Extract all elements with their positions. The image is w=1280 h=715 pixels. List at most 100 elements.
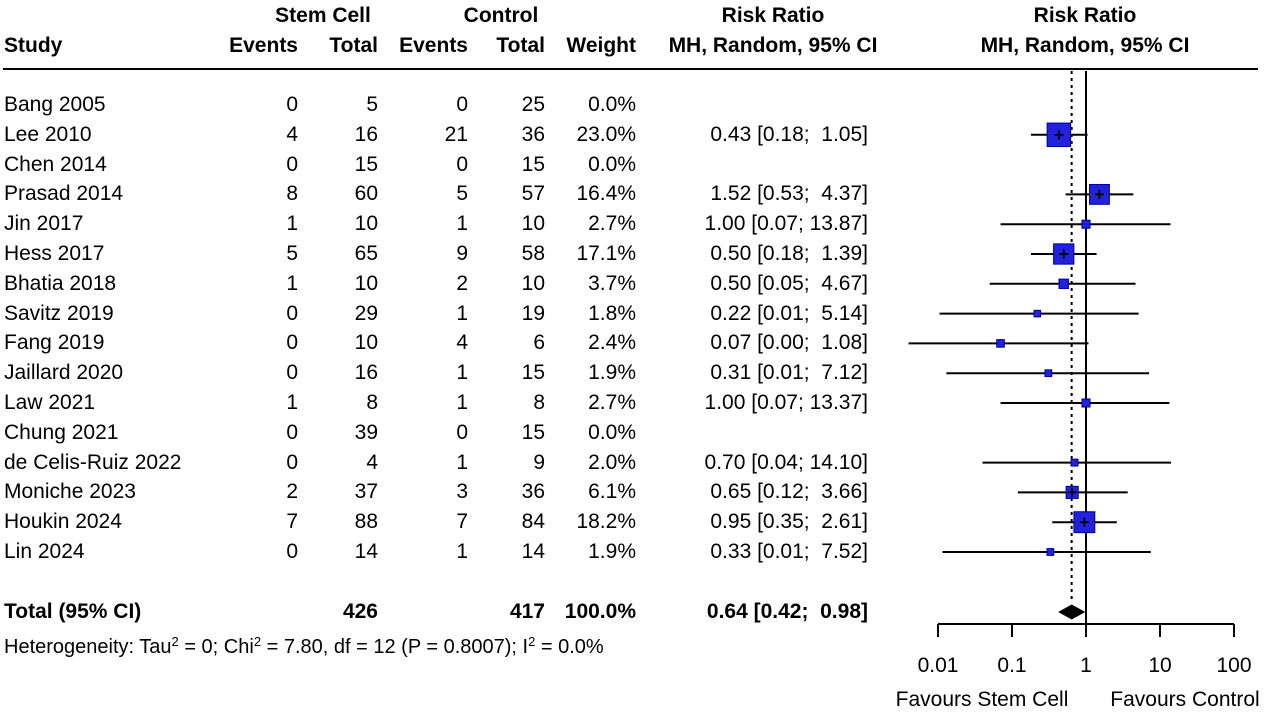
study-row: Savitz 2019 0 29 1 19 1.8% 0.22 [0.01; 5.14] [0, 300, 1280, 328]
group-header-risk-ratio-text: Risk Ratio [721, 4, 825, 27]
study-name-cell: Jaillard 2020 [4, 361, 124, 385]
total-ctrl-cell: 36 [521, 122, 545, 146]
events-ctrl-cell: 21 [444, 122, 468, 146]
study-name-cell: Chen 2014 [4, 152, 107, 176]
events-stem-cell: 0 [286, 450, 298, 474]
events-ctrl-cell: 1 [456, 391, 468, 414]
events-ctrl-cell: 7 [456, 510, 468, 534]
events-stem-cell: 0 [286, 301, 298, 325]
ci-text-cell: 0.95 [0.35; 2.61] [710, 510, 868, 534]
study-row: Houkin 2024 7 88 7 84 18.2% 0.95 [0.35; 2.61] [0, 508, 1280, 536]
weight-cell: 23.0% [576, 122, 636, 146]
weight-cell: 1.9% [588, 361, 636, 385]
superscript: 2 [253, 634, 262, 649]
total-ctrl-cell: 84 [521, 510, 545, 534]
x-tick-label: 100 [1216, 654, 1252, 677]
events-stem-cell: 2 [286, 480, 298, 504]
events-ctrl-cell: 5 [456, 182, 468, 206]
ci-text-cell: 0.65 [0.12; 3.66] [710, 480, 868, 504]
study-name-cell: de Celis-Ruiz 2022 [4, 450, 182, 474]
total-ctrl-cell: 14 [521, 540, 545, 563]
events-stem-cell: 1 [286, 271, 298, 295]
total-ctrl-cell: 58 [521, 242, 545, 265]
study-name-cell: Bhatia 2018 [4, 271, 117, 295]
total-ctrl-cell: 10 [521, 271, 545, 295]
study-name-cell: Chung 2021 [4, 420, 119, 444]
events-ctrl-cell: 1 [456, 450, 468, 474]
total-ctrl-cell: 8 [533, 391, 545, 414]
study-name-cell: Law 2021 [4, 391, 96, 414]
study-name-cell: Houkin 2024 [4, 510, 122, 534]
events-ctrl-cell: 3 [456, 480, 468, 504]
heterogeneity-text: = 0; Chi [178, 636, 254, 658]
study-row: Hess 2017 5 65 9 58 17.1% 0.50 [0.18; 1.39] [0, 240, 1280, 268]
weight-cell: 2.7% [588, 391, 636, 414]
events-stem-cell: 8 [286, 182, 298, 206]
ci-text-cell: 0.50 [0.05; 4.67] [710, 271, 868, 295]
group-header-stem-cell: Stem Cell [275, 4, 371, 27]
weight-cell: 3.7% [588, 271, 636, 295]
total-stem-cell: 8 [366, 391, 378, 414]
weight-cell: 18.2% [576, 510, 636, 534]
study-name-cell: Fang 2019 [4, 331, 105, 355]
ci-text-cell: 0.43 [0.18; 1.05] [710, 122, 868, 146]
x-tick-label: 0.1 [997, 654, 1027, 677]
weight-cell: 17.1% [576, 242, 636, 265]
total-ctrl-cell: 57 [521, 182, 545, 206]
events-stem-cell: 4 [286, 122, 298, 146]
heterogeneity-stats: Heterogeneity: Tau2 = 0; Chi2 = 7.80, df… [4, 633, 604, 661]
total-ctrl-cell: 15 [521, 420, 545, 444]
weight-cell: 0.0% [588, 93, 636, 116]
total-stem-cell: 65 [354, 242, 378, 265]
total-stem-cell: 39 [354, 420, 378, 444]
total-stem-cell: 14 [354, 540, 378, 563]
events-stem-cell: 0 [286, 420, 298, 444]
x-tick-label: 10 [1148, 654, 1172, 677]
ci-text-cell: 1.00 [0.07; 13.37] [704, 391, 868, 414]
study-row: Lin 2024 0 14 1 14 1.9% 0.33 [0.01; 7.52] [0, 538, 1280, 566]
study-row: Jin 2017 1 10 1 10 2.7% 1.00 [0.07; 13.87] [0, 210, 1280, 238]
total-ctrl-n: 417 [509, 600, 545, 623]
events-ctrl-cell: 1 [456, 301, 468, 325]
weight-cell: 0.0% [588, 420, 636, 444]
weight-cell: 1.8% [588, 301, 636, 325]
weight-cell: 6.1% [588, 480, 636, 504]
total-stem-cell: 37 [354, 480, 378, 504]
total-stem-cell: 60 [354, 182, 378, 206]
total-stem-cell: 16 [354, 122, 378, 146]
ci-text-cell: 1.00 [0.07; 13.87] [704, 212, 868, 236]
events-stem-cell: 1 [286, 391, 298, 414]
total-stem-cell: 15 [354, 152, 378, 176]
study-name-cell: Prasad 2014 [4, 182, 124, 206]
total-ci-text: 0.64 [0.42; 0.98] [706, 600, 868, 623]
col-header-study: Study [4, 34, 63, 57]
total-stem-cell: 29 [354, 301, 378, 325]
study-row: Chung 2021 0 39 0 15 0.0% [0, 419, 1280, 447]
study-name-cell: Savitz 2019 [4, 301, 114, 325]
total-ctrl-cell: 19 [521, 301, 545, 325]
superscript: 2 [528, 634, 536, 649]
total-ctrl-cell: 15 [521, 152, 545, 176]
study-name-cell: Moniche 2023 [4, 480, 136, 504]
study-row: Bhatia 2018 1 10 2 10 3.7% 0.50 [0.05; 4.67] [0, 270, 1280, 298]
events-stem-cell: 0 [286, 331, 298, 355]
ci-text-cell: 0.22 [0.01; 5.14] [710, 301, 868, 325]
ci-text-cell: 1.52 [0.53; 4.37] [710, 182, 868, 206]
weight-cell: 0.0% [588, 152, 636, 176]
events-ctrl-cell: 1 [456, 540, 468, 563]
ci-text-cell: 0.07 [0.00; 1.08] [710, 331, 868, 355]
weight-cell: 2.4% [588, 331, 636, 355]
study-row: de Celis-Ruiz 2022 0 4 1 9 2.0% 0.70 [0.04; 14… [0, 449, 1280, 477]
col-header-events-ctrl: Events [399, 34, 468, 57]
ci-text-cell: 0.70 [0.04; 14.10] [704, 450, 868, 474]
events-stem-cell: 1 [286, 212, 298, 236]
study-name-cell: Lin 2024 [4, 540, 85, 563]
group-header-control: Control [463, 4, 539, 27]
col-header-ci-plot: MH, Random, 95% CI [980, 34, 1190, 57]
study-name-cell: Lee 2010 [4, 122, 92, 146]
study-row: Lee 2010 4 16 21 36 23.0% 0.43 [0.18; 1.05] [0, 121, 1280, 149]
col-header-total-ctrl: Total [496, 34, 545, 57]
events-stem-cell: 7 [286, 510, 298, 534]
total-ctrl-cell: 10 [521, 212, 545, 236]
total-ctrl-cell: 9 [533, 450, 545, 474]
